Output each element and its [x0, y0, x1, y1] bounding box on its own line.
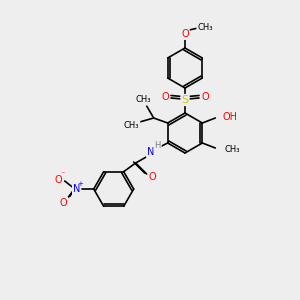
Text: N: N	[73, 184, 80, 194]
Text: O: O	[55, 175, 62, 185]
Text: H: H	[154, 142, 161, 151]
Text: +: +	[78, 181, 84, 187]
Text: CH₃: CH₃	[197, 22, 213, 32]
Text: CH₃: CH₃	[136, 95, 152, 104]
Text: O: O	[149, 172, 157, 182]
Text: OH: OH	[222, 112, 237, 122]
Text: O: O	[181, 29, 189, 39]
Text: CH₃: CH₃	[124, 121, 140, 130]
Text: O: O	[161, 92, 169, 102]
Text: N: N	[147, 147, 154, 157]
Text: O: O	[60, 198, 68, 208]
Text: ⁻: ⁻	[61, 169, 65, 178]
Text: CH₃: CH₃	[224, 145, 240, 154]
Text: S: S	[182, 95, 189, 105]
Text: O: O	[201, 92, 209, 102]
